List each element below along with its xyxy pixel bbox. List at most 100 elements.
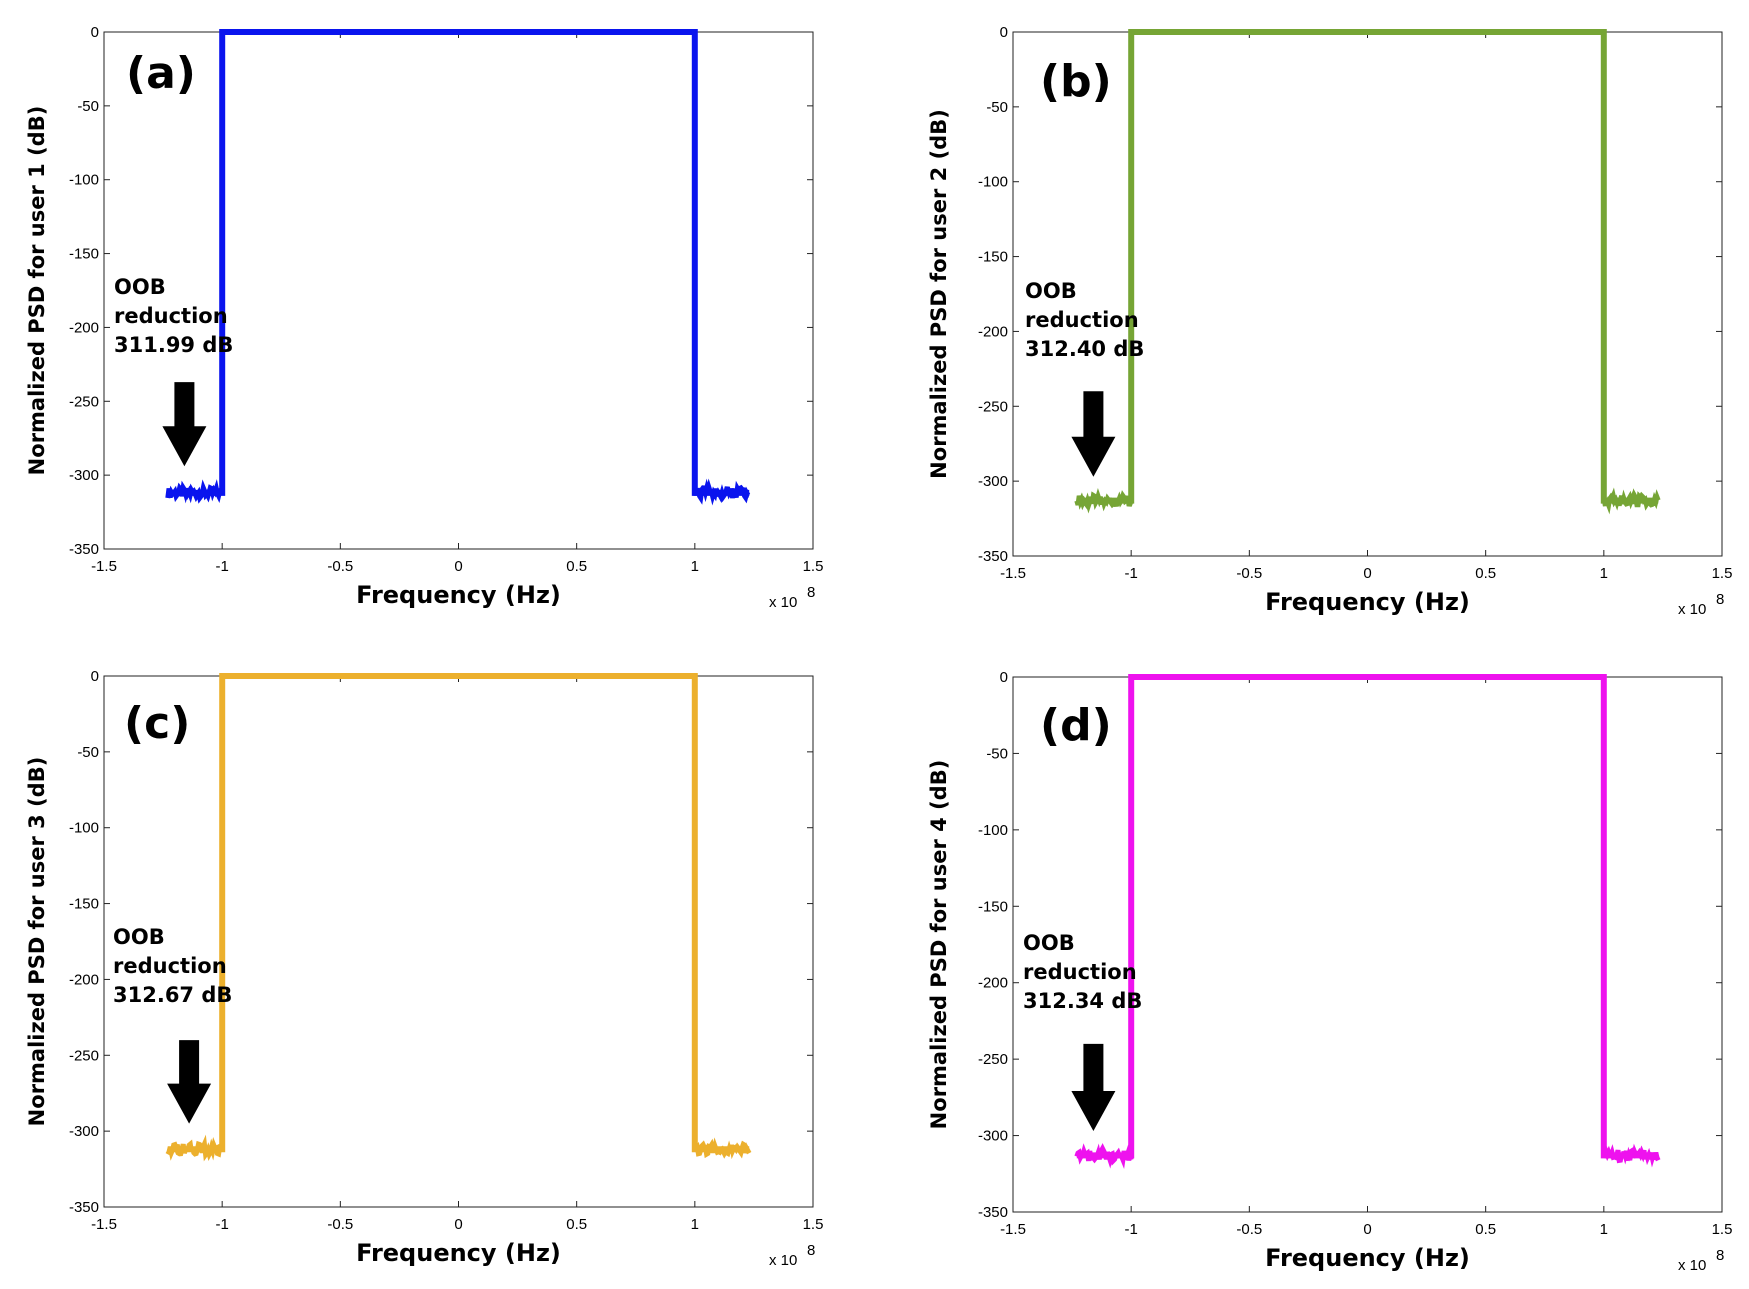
y-tick-label: -250	[978, 1051, 1008, 1068]
annotation-line-1: OOB	[113, 925, 165, 949]
chart-panel-4: -1.5 -1 -0.5 0 0.5 1 1.5 0 -50 -100 -150 -200 -250 -3…	[927, 669, 1732, 1274]
psd-series-line	[1076, 674, 1659, 1159]
x-tick-label: -1	[1124, 565, 1137, 582]
x-exponent-label: x 10	[1678, 601, 1706, 618]
x-axis-label: Frequency (Hz)	[356, 1239, 561, 1267]
x-exponent-label: x 10	[769, 594, 797, 611]
y-axis-label: Normalized PSD for user 3 (dB)	[25, 757, 49, 1127]
x-exponent-power: 8	[807, 584, 815, 601]
oob-noise-floor	[1601, 1143, 1661, 1168]
y-tick-label: -300	[69, 1123, 99, 1140]
y-tick-label: -350	[69, 541, 99, 558]
chart-panel-3: -1.5 -1 -0.5 0 0.5 1 1.5 0 -50 -100 -150 -200 -250 -3…	[25, 668, 823, 1269]
x-tick-label: 0	[454, 558, 462, 575]
x-tick-label: 0.5	[566, 558, 587, 575]
oob-noise-floor	[165, 1134, 225, 1162]
y-axis-label: Normalized PSD for user 2 (dB)	[927, 109, 951, 479]
plot-area-frame	[1012, 676, 1723, 1213]
y-tick-label: -50	[986, 745, 1008, 762]
x-tick-label: 1.5	[1712, 1221, 1733, 1238]
annotation-line-2: reduction	[113, 954, 227, 978]
down-arrow-icon	[162, 382, 207, 467]
x-axis-label: Frequency (Hz)	[356, 581, 561, 609]
annotation-line-2: reduction	[1023, 960, 1137, 984]
y-tick-label: -300	[978, 1128, 1008, 1145]
x-exponent-power: 8	[1716, 1247, 1724, 1264]
x-tick-label: 0	[454, 1216, 462, 1233]
y-tick-label: -300	[69, 467, 99, 484]
y-tick-label: -200	[69, 319, 99, 336]
down-arrow-icon	[1071, 1043, 1116, 1131]
y-tick-label: -150	[978, 898, 1008, 915]
y-tick-label: -300	[978, 473, 1008, 490]
y-tick-label: -100	[978, 174, 1008, 191]
y-tick-label: -50	[77, 98, 99, 115]
x-tick-label: -0.5	[327, 1216, 353, 1233]
x-tick-label: -1.5	[91, 558, 117, 575]
panel-label: (b)	[1040, 56, 1112, 107]
y-tick-label: -150	[69, 246, 99, 263]
x-tick-label: 0.5	[1475, 1221, 1496, 1238]
x-tick-label: -1.5	[1000, 1221, 1026, 1238]
x-tick-label: 1	[691, 558, 699, 575]
y-tick-label: -100	[69, 172, 99, 189]
y-axis-label: Normalized PSD for user 1 (dB)	[25, 106, 49, 476]
y-tick-label: -200	[978, 323, 1008, 340]
x-tick-label: -1.5	[91, 1216, 117, 1233]
psd-series-line	[1076, 29, 1659, 504]
annotation-line-3: 312.67 dB	[113, 983, 232, 1007]
x-tick-label: 1.5	[803, 558, 824, 575]
y-tick-label: -250	[978, 398, 1008, 415]
oob-noise-floor	[165, 479, 225, 504]
annotation-line-3: 311.99 dB	[114, 333, 233, 357]
oob-noise-floor	[692, 1137, 752, 1160]
annotation-line-2: reduction	[114, 304, 228, 328]
x-tick-label: 0	[1363, 565, 1371, 582]
oob-noise-floor	[692, 478, 751, 506]
annotation-line-3: 312.40 dB	[1025, 337, 1144, 361]
annotation-line-1: OOB	[1023, 931, 1075, 955]
y-tick-label: -100	[69, 820, 99, 837]
plot-area-frame	[103, 675, 814, 1208]
down-arrow-icon	[1071, 391, 1116, 477]
y-tick-label: -150	[978, 249, 1008, 266]
x-tick-label: -0.5	[1236, 1221, 1262, 1238]
x-tick-label: 1	[691, 1216, 699, 1233]
x-tick-label: 0	[1363, 1221, 1371, 1238]
x-tick-label: 1	[1600, 565, 1608, 582]
x-exponent-label: x 10	[1678, 1257, 1706, 1274]
annotation-line-1: OOB	[114, 275, 166, 299]
x-tick-label: 1.5	[1712, 565, 1733, 582]
y-axis-label: Normalized PSD for user 4 (dB)	[927, 760, 951, 1130]
down-arrow-icon	[167, 1040, 212, 1124]
plot-area-frame	[1012, 31, 1723, 557]
oob-noise-floor	[1601, 487, 1661, 515]
x-tick-label: -0.5	[1236, 565, 1262, 582]
x-tick-label: -1.5	[1000, 565, 1026, 582]
annotation-line-1: OOB	[1025, 279, 1077, 303]
y-tick-label: 0	[1000, 24, 1008, 41]
y-tick-label: 0	[91, 668, 99, 685]
y-tick-label: -350	[69, 1199, 99, 1216]
y-tick-label: -250	[69, 393, 99, 410]
annotation-line-3: 312.34 dB	[1023, 989, 1142, 1013]
y-tick-label: -350	[978, 548, 1008, 565]
y-tick-label: -200	[978, 975, 1008, 992]
plot-area-frame	[103, 31, 814, 550]
oob-noise-floor	[1074, 1142, 1134, 1170]
oob-noise-floor	[1074, 488, 1134, 514]
x-exponent-power: 8	[807, 1242, 815, 1259]
y-tick-label: -150	[69, 896, 99, 913]
x-tick-label: -0.5	[327, 558, 353, 575]
annotation-line-2: reduction	[1025, 308, 1139, 332]
chart-panel-2: -1.5 -1 -0.5 0 0.5 1 1.5 0 -50 -100 -150 -200 -250 -3…	[927, 24, 1732, 618]
panel-label: (a)	[126, 48, 196, 99]
x-tick-label: 1	[1600, 1221, 1608, 1238]
chart-panel-1: -1.5 -1 -0.5 0 0.5 1 1.5 0 -50 -100 -150 -200 -250 -3…	[25, 24, 823, 611]
x-tick-label: 1.5	[803, 1216, 824, 1233]
x-tick-label: -1	[215, 1216, 228, 1233]
y-tick-label: 0	[91, 24, 99, 41]
x-axis-label: Frequency (Hz)	[1265, 588, 1470, 616]
y-tick-label: -200	[69, 971, 99, 988]
